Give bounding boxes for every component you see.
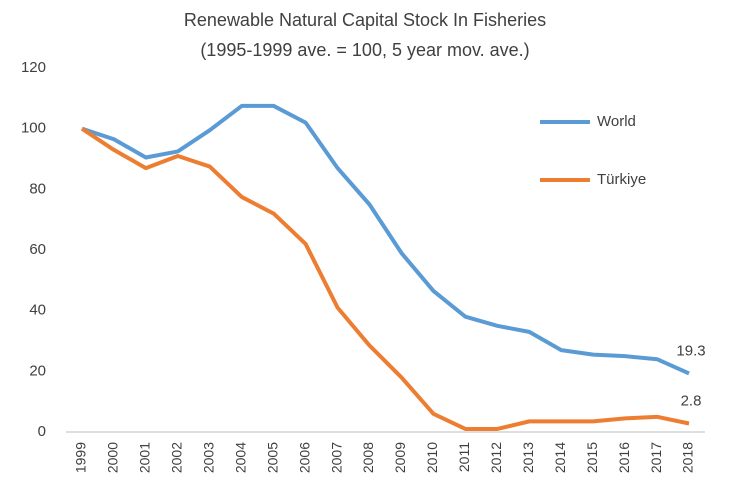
legend-label: Türkiye: [597, 171, 646, 188]
x-tick-label: 2017: [648, 442, 664, 473]
x-tick-label: 2015: [584, 442, 600, 473]
x-tick-label: 2013: [520, 442, 536, 473]
x-tick-label: 2012: [488, 442, 504, 473]
y-tick-label: 100: [21, 120, 46, 137]
x-tick-label: 1999: [73, 442, 89, 473]
y-tick-label: 80: [29, 180, 46, 197]
y-tick-label: 60: [29, 241, 46, 258]
x-tick-label: 2001: [137, 442, 153, 473]
chart-subtitle: (1995-1999 ave. = 100, 5 year mov. ave.): [200, 40, 529, 60]
x-tick-label: 2007: [328, 442, 344, 473]
series-line: [80, 127, 690, 431]
x-tick-label: 2000: [105, 442, 121, 473]
y-tick-label: 120: [21, 59, 46, 76]
x-tick-label: 2003: [200, 442, 216, 473]
series-line: [81, 103, 690, 376]
x-tick-label: 2006: [296, 442, 312, 473]
x-tick-label: 2008: [360, 442, 376, 473]
x-tick-label: 2005: [264, 442, 280, 473]
y-tick-label: 0: [38, 423, 46, 440]
x-tick-label: 2014: [552, 442, 568, 473]
x-tick-label: 2009: [392, 442, 408, 473]
y-tick-label: 20: [29, 362, 46, 379]
legend-label: World: [597, 113, 636, 130]
x-tick-label: 2002: [169, 442, 185, 473]
data-label: 19.3: [676, 342, 705, 359]
x-tick-label: 2016: [616, 442, 632, 473]
x-tick-label: 2010: [424, 442, 440, 473]
x-tick-label: 2011: [456, 442, 472, 472]
y-tick-label: 40: [29, 302, 46, 319]
data-label: 2.8: [681, 392, 702, 409]
x-tick-label: 2004: [232, 442, 248, 473]
x-tick-label: 2018: [680, 442, 696, 473]
chart-title: Renewable Natural Capital Stock In Fishe…: [184, 10, 546, 30]
